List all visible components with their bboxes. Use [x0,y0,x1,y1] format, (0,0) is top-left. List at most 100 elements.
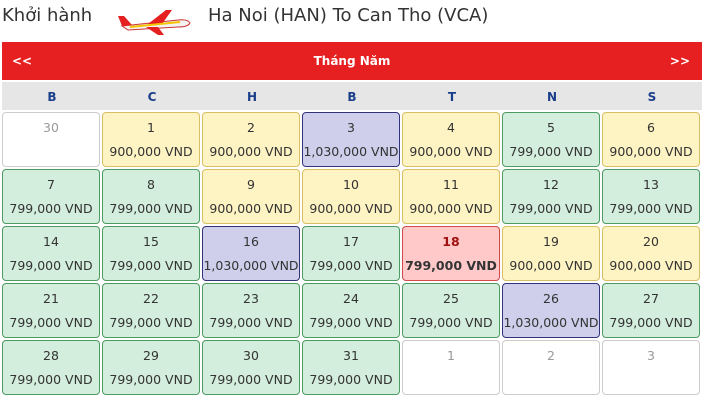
day-number: 22 [143,291,159,306]
day-number: 31 [343,348,359,363]
fare-price: 1,030,000 VND [303,144,399,159]
day-number: 23 [243,291,259,306]
fare-price: 799,000 VND [9,258,93,273]
day-cell[interactable]: 23 799,000 VND [202,283,300,338]
day-number: 26 [543,291,559,306]
day-number: 29 [143,348,159,363]
weekday-label: H [246,90,258,104]
day-number: 13 [643,177,659,192]
day-number: 18 [442,234,460,249]
day-cell[interactable]: 2 900,000 VND [202,112,300,167]
day-cell[interactable]: 5 799,000 VND [502,112,600,167]
fare-price: 1,030,000 VND [503,315,599,330]
fare-price: 900,000 VND [409,201,493,216]
fare-price: 799,000 VND [309,315,393,330]
fare-price: 900,000 VND [509,258,593,273]
day-cell[interactable]: 8 799,000 VND [102,169,200,224]
month-title: Tháng Năm [313,54,391,68]
day-cell[interactable]: 30 799,000 VND [202,340,300,395]
fare-price: 900,000 VND [209,144,293,159]
fare-price: 900,000 VND [309,201,393,216]
day-number: 28 [43,348,59,363]
day-cell[interactable]: 13 799,000 VND [602,169,700,224]
day-cell[interactable]: 4 900,000 VND [402,112,500,167]
day-cell[interactable]: 9 900,000 VND [202,169,300,224]
fare-price: 1,030,000 VND [203,258,299,273]
weekday-label: S [647,90,657,104]
day-number: 3 [347,120,355,135]
airline-logo [118,10,191,35]
day-cell[interactable]: 19 900,000 VND [502,226,600,281]
fare-price: 799,000 VND [209,372,293,387]
fare-price: 900,000 VND [409,144,493,159]
day-cell[interactable]: 12 799,000 VND [502,169,600,224]
day-cell[interactable]: 10 900,000 VND [302,169,400,224]
day-number: 2 [547,348,555,363]
day-cell[interactable]: 14 799,000 VND [2,226,100,281]
day-cell: 1 [402,340,500,395]
day-cell[interactable]: 24 799,000 VND [302,283,400,338]
day-cell[interactable]: 28 799,000 VND [2,340,100,395]
day-number: 11 [443,177,459,192]
fare-price: 799,000 VND [9,372,93,387]
day-cell[interactable]: 16 1,030,000 VND [202,226,300,281]
day-cell: 3 [602,340,700,395]
day-number: 7 [47,177,55,192]
fare-price: 900,000 VND [609,258,693,273]
fare-price: 799,000 VND [509,201,593,216]
day-number: 4 [447,120,455,135]
day-number: 10 [343,177,359,192]
day-cell[interactable]: 11 900,000 VND [402,169,500,224]
day-number: 24 [343,291,359,306]
day-cell[interactable]: 25 799,000 VND [402,283,500,338]
day-cell[interactable]: 1 900,000 VND [102,112,200,167]
day-cell[interactable]: 17 799,000 VND [302,226,400,281]
day-cell[interactable]: 29 799,000 VND [102,340,200,395]
fare-price: 799,000 VND [405,258,497,273]
fare-price: 799,000 VND [9,315,93,330]
day-cell[interactable]: 3 1,030,000 VND [302,112,400,167]
day-number: 1 [147,120,155,135]
day-number: 21 [43,291,59,306]
day-number: 12 [543,177,559,192]
day-cell[interactable]: 26 1,030,000 VND [502,283,600,338]
day-number: 19 [543,234,559,249]
day-number: 2 [247,120,255,135]
fare-price: 799,000 VND [609,315,693,330]
day-number: 14 [43,234,59,249]
fare-price: 799,000 VND [9,201,93,216]
day-number: 9 [247,177,255,192]
weekday-label: C [147,90,157,104]
day-cell[interactable]: 20 900,000 VND [602,226,700,281]
day-number: 1 [447,348,455,363]
route-title: Ha Noi (HAN) To Can Tho (VCA) [208,5,489,26]
fare-price: 799,000 VND [509,144,593,159]
fare-price: 799,000 VND [109,201,193,216]
day-cell[interactable]: 15 799,000 VND [102,226,200,281]
day-cell[interactable]: 27 799,000 VND [602,283,700,338]
day-cell[interactable]: 22 799,000 VND [102,283,200,338]
next-button[interactable]: >> [669,54,690,68]
day-number: 30 [43,120,59,135]
weekday-label: B [347,90,357,104]
day-cell[interactable]: 7 799,000 VND [2,169,100,224]
month-bar: << Tháng Năm >> [2,42,702,80]
fare-price: 799,000 VND [209,315,293,330]
fare-price: 799,000 VND [109,315,193,330]
day-cell[interactable]: 21 799,000 VND [2,283,100,338]
day-number: 5 [547,120,555,135]
prev-button[interactable]: << [12,54,33,68]
day-cell[interactable]: 31 799,000 VND [302,340,400,395]
day-cell[interactable]: 6 900,000 VND [602,112,700,167]
day-number: 3 [647,348,655,363]
fare-price: 900,000 VND [109,144,193,159]
header-label: Khởi hành [2,5,93,26]
day-number: 30 [243,348,259,363]
weekday-label: T [447,90,457,104]
fare-price: 900,000 VND [209,201,293,216]
day-number: 15 [143,234,159,249]
day-cell[interactable]: 18 799,000 VND [402,226,500,281]
day-number: 27 [643,291,659,306]
